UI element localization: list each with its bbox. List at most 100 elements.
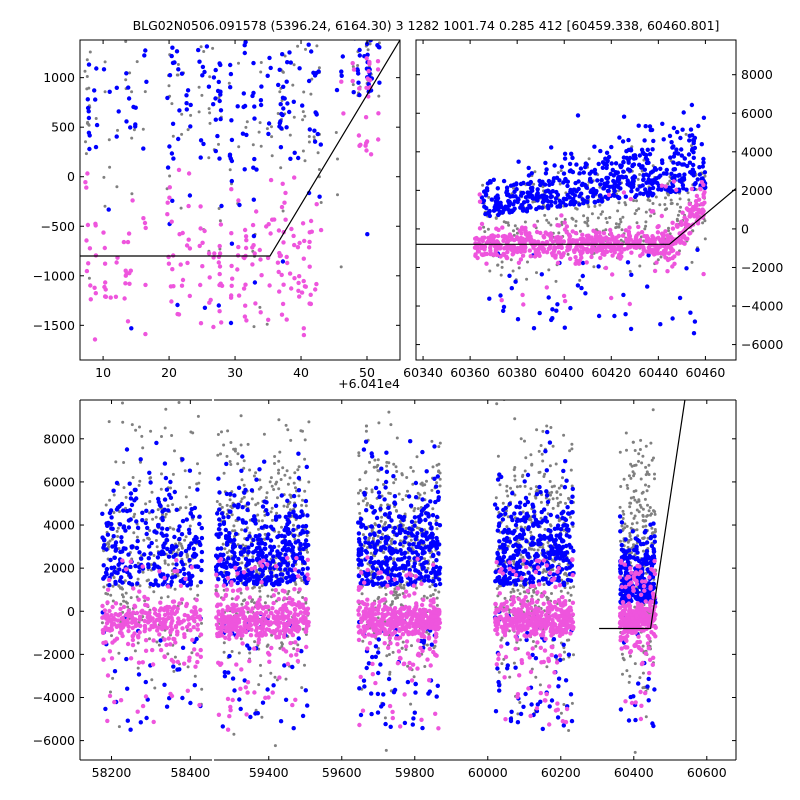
data-point-blue <box>293 540 298 545</box>
data-point-magenta <box>198 226 203 231</box>
data-point-gray <box>319 201 323 204</box>
data-point-gray <box>398 593 402 597</box>
data-point-gray <box>617 201 621 205</box>
data-point-gray <box>292 481 296 485</box>
data-point-magenta <box>126 608 131 613</box>
data-point-blue <box>219 511 225 516</box>
data-point-gray <box>130 192 134 196</box>
data-point-magenta <box>170 267 175 272</box>
data-point-gray <box>220 505 224 509</box>
data-point-blue <box>218 89 223 95</box>
data-point-magenta <box>244 712 249 717</box>
data-point-gray <box>429 594 433 598</box>
data-point-gray <box>438 471 442 475</box>
data-point-gray <box>179 506 182 510</box>
data-point-blue <box>171 546 176 551</box>
data-point-blue <box>631 156 637 161</box>
data-point-blue <box>525 199 530 204</box>
data-point-magenta <box>101 657 106 662</box>
data-point-magenta <box>187 293 192 299</box>
data-point-blue <box>546 178 552 184</box>
data-point-magenta <box>220 611 225 616</box>
data-point-magenta <box>304 611 309 616</box>
data-point-magenta <box>528 254 533 259</box>
data-point-magenta <box>135 709 140 714</box>
data-point-blue <box>251 233 257 239</box>
data-point-magenta <box>637 237 643 243</box>
data-point-blue <box>283 697 289 702</box>
data-point-blue <box>199 558 204 564</box>
data-point-magenta <box>113 294 119 299</box>
data-point-blue <box>506 200 512 205</box>
data-point-gray <box>183 469 187 473</box>
data-point-magenta <box>216 712 222 717</box>
data-point-magenta <box>495 233 501 239</box>
data-point-blue <box>126 552 131 557</box>
data-point-magenta <box>293 697 298 702</box>
data-point-gray <box>364 487 368 491</box>
data-point-gray <box>108 498 112 502</box>
data-point-gray <box>401 498 405 501</box>
data-point-blue <box>260 700 266 705</box>
data-point-blue <box>104 566 110 572</box>
data-point-magenta <box>155 628 160 633</box>
data-point-magenta <box>143 638 149 643</box>
data-point-magenta <box>502 233 507 239</box>
data-point-magenta <box>220 608 225 613</box>
data-point-magenta <box>166 636 171 641</box>
data-point-gray <box>248 531 252 535</box>
data-point-blue <box>252 116 257 121</box>
data-point-magenta <box>280 611 285 616</box>
data-point-blue <box>687 138 692 143</box>
data-point-magenta <box>666 251 672 256</box>
data-point-gray <box>312 135 316 139</box>
data-point-gray <box>136 577 140 581</box>
data-point-blue <box>290 553 296 559</box>
data-point-magenta <box>198 647 203 653</box>
data-point-blue <box>649 127 655 133</box>
data-point-gray <box>140 434 144 438</box>
data-point-gray <box>425 596 429 600</box>
data-point-magenta <box>584 260 589 265</box>
data-point-gray <box>277 487 281 491</box>
data-point-magenta <box>183 576 188 581</box>
data-point-gray <box>386 503 390 507</box>
data-point-gray <box>164 407 168 411</box>
data-point-gray <box>437 590 441 594</box>
data-point-magenta <box>279 312 285 317</box>
data-point-blue <box>596 161 601 167</box>
data-point-magenta <box>543 230 548 235</box>
data-point-magenta <box>249 566 254 572</box>
data-point-magenta <box>475 255 480 261</box>
data-point-magenta <box>265 562 270 567</box>
data-point-gray <box>303 489 307 493</box>
data-point-gray <box>240 528 244 532</box>
data-point-gray <box>438 484 442 488</box>
data-point-blue <box>146 564 151 570</box>
data-point-magenta <box>501 238 506 243</box>
data-point-blue <box>262 499 267 504</box>
data-point-magenta <box>263 695 268 700</box>
data-point-magenta <box>102 608 108 613</box>
data-point-blue <box>303 688 308 693</box>
data-point-magenta <box>242 623 247 628</box>
data-point-gray <box>431 465 435 469</box>
data-point-gray <box>296 44 300 48</box>
data-point-magenta <box>507 244 512 249</box>
data-point-magenta <box>595 246 600 251</box>
data-point-magenta <box>679 222 684 227</box>
data-point-blue <box>509 286 514 291</box>
data-point-magenta <box>494 239 500 244</box>
data-point-blue <box>296 488 302 493</box>
data-point-gray <box>281 466 285 470</box>
data-point-blue <box>285 530 290 535</box>
data-point-blue <box>144 79 149 85</box>
data-point-blue <box>554 189 559 195</box>
data-point-gray <box>135 535 139 539</box>
data-point-gray <box>148 529 152 532</box>
data-point-blue <box>87 146 92 152</box>
data-point-blue <box>251 165 256 170</box>
data-point-blue <box>187 558 192 563</box>
data-point-blue <box>232 493 237 498</box>
data-point-blue <box>232 550 237 556</box>
